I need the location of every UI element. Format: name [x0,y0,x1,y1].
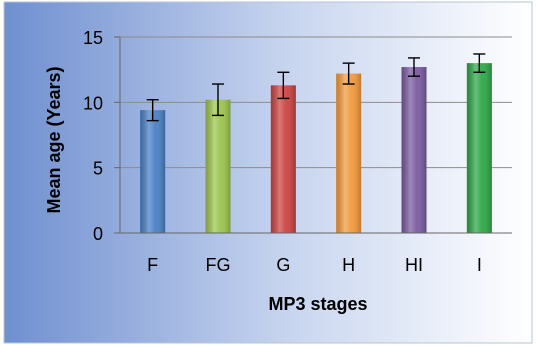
labels: 0 5 10 15 F FG G H HI I [83,28,482,275]
y-tick-label: 0 [93,224,103,244]
x-tick-label: H [342,255,355,275]
bar-highlight [401,67,427,233]
y-tick-label: 15 [83,28,103,48]
y-axis-title: Mean age (Years) [44,66,64,213]
bar-highlight [336,73,362,233]
bars [140,63,492,234]
x-tick-label: F [147,255,158,275]
x-tick-label: FG [206,255,231,275]
bar-highlight [270,85,296,233]
x-tick-label: HI [405,255,423,275]
chart-background [3,1,533,344]
bar-highlight [205,99,231,233]
bar-highlight [466,63,492,234]
gridlines [120,36,512,169]
axes [114,36,512,234]
x-axis-title: MP3 stages [268,294,367,314]
error-bars [146,53,486,122]
y-tick-label: 10 [83,93,103,113]
x-tick-label: G [276,255,290,275]
bar-highlight [140,110,166,233]
x-tick-label: I [477,255,482,275]
y-tick-label: 5 [93,159,103,179]
